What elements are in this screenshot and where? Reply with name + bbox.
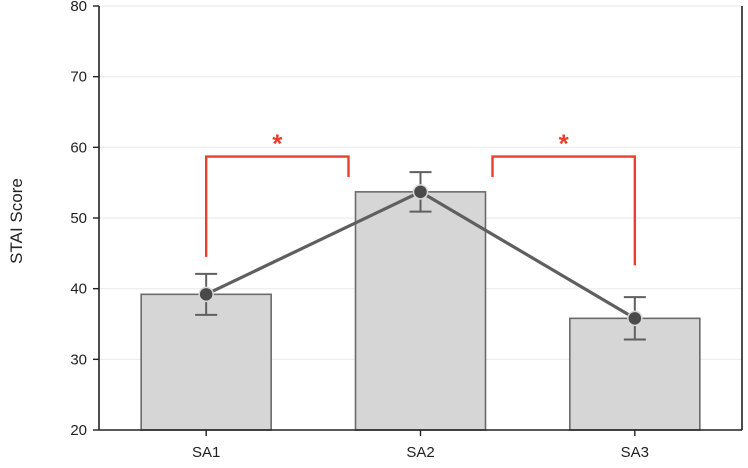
tick-labels: 20 30 40 50 60 70 80 SA1 SA2 SA3: [70, 0, 649, 461]
y-tick-label-20: 20: [70, 422, 87, 439]
x-tick-label-sa2: SA2: [406, 444, 434, 461]
y-tick-label-80: 80: [70, 0, 87, 15]
bars: [140, 191, 701, 431]
y-tick-label-30: 30: [70, 351, 87, 368]
x-tick-label-sa3: SA3: [621, 444, 649, 461]
y-tick-label-60: 60: [70, 139, 87, 156]
point-sa2: [412, 184, 429, 200]
significance-star: *: [272, 129, 283, 159]
y-tick-label-40: 40: [70, 281, 87, 298]
significance-brackets: * *: [204, 129, 637, 266]
y-axis-label: STAI Score: [7, 178, 26, 264]
point-sa1: [198, 286, 214, 303]
y-tick-label-50: 50: [70, 210, 87, 227]
axes: [93, 5, 743, 436]
mean-markers: [198, 184, 643, 327]
significance-star: *: [559, 129, 570, 159]
significance-bracket-1: *: [204, 129, 350, 257]
significance-bracket-2: *: [491, 129, 637, 266]
point-sa3: [627, 310, 643, 327]
x-tick-label-sa1: SA1: [192, 444, 220, 461]
error-bars: [195, 171, 646, 341]
y-tick-label-70: 70: [70, 69, 87, 86]
bar-sa2: [354, 191, 487, 431]
